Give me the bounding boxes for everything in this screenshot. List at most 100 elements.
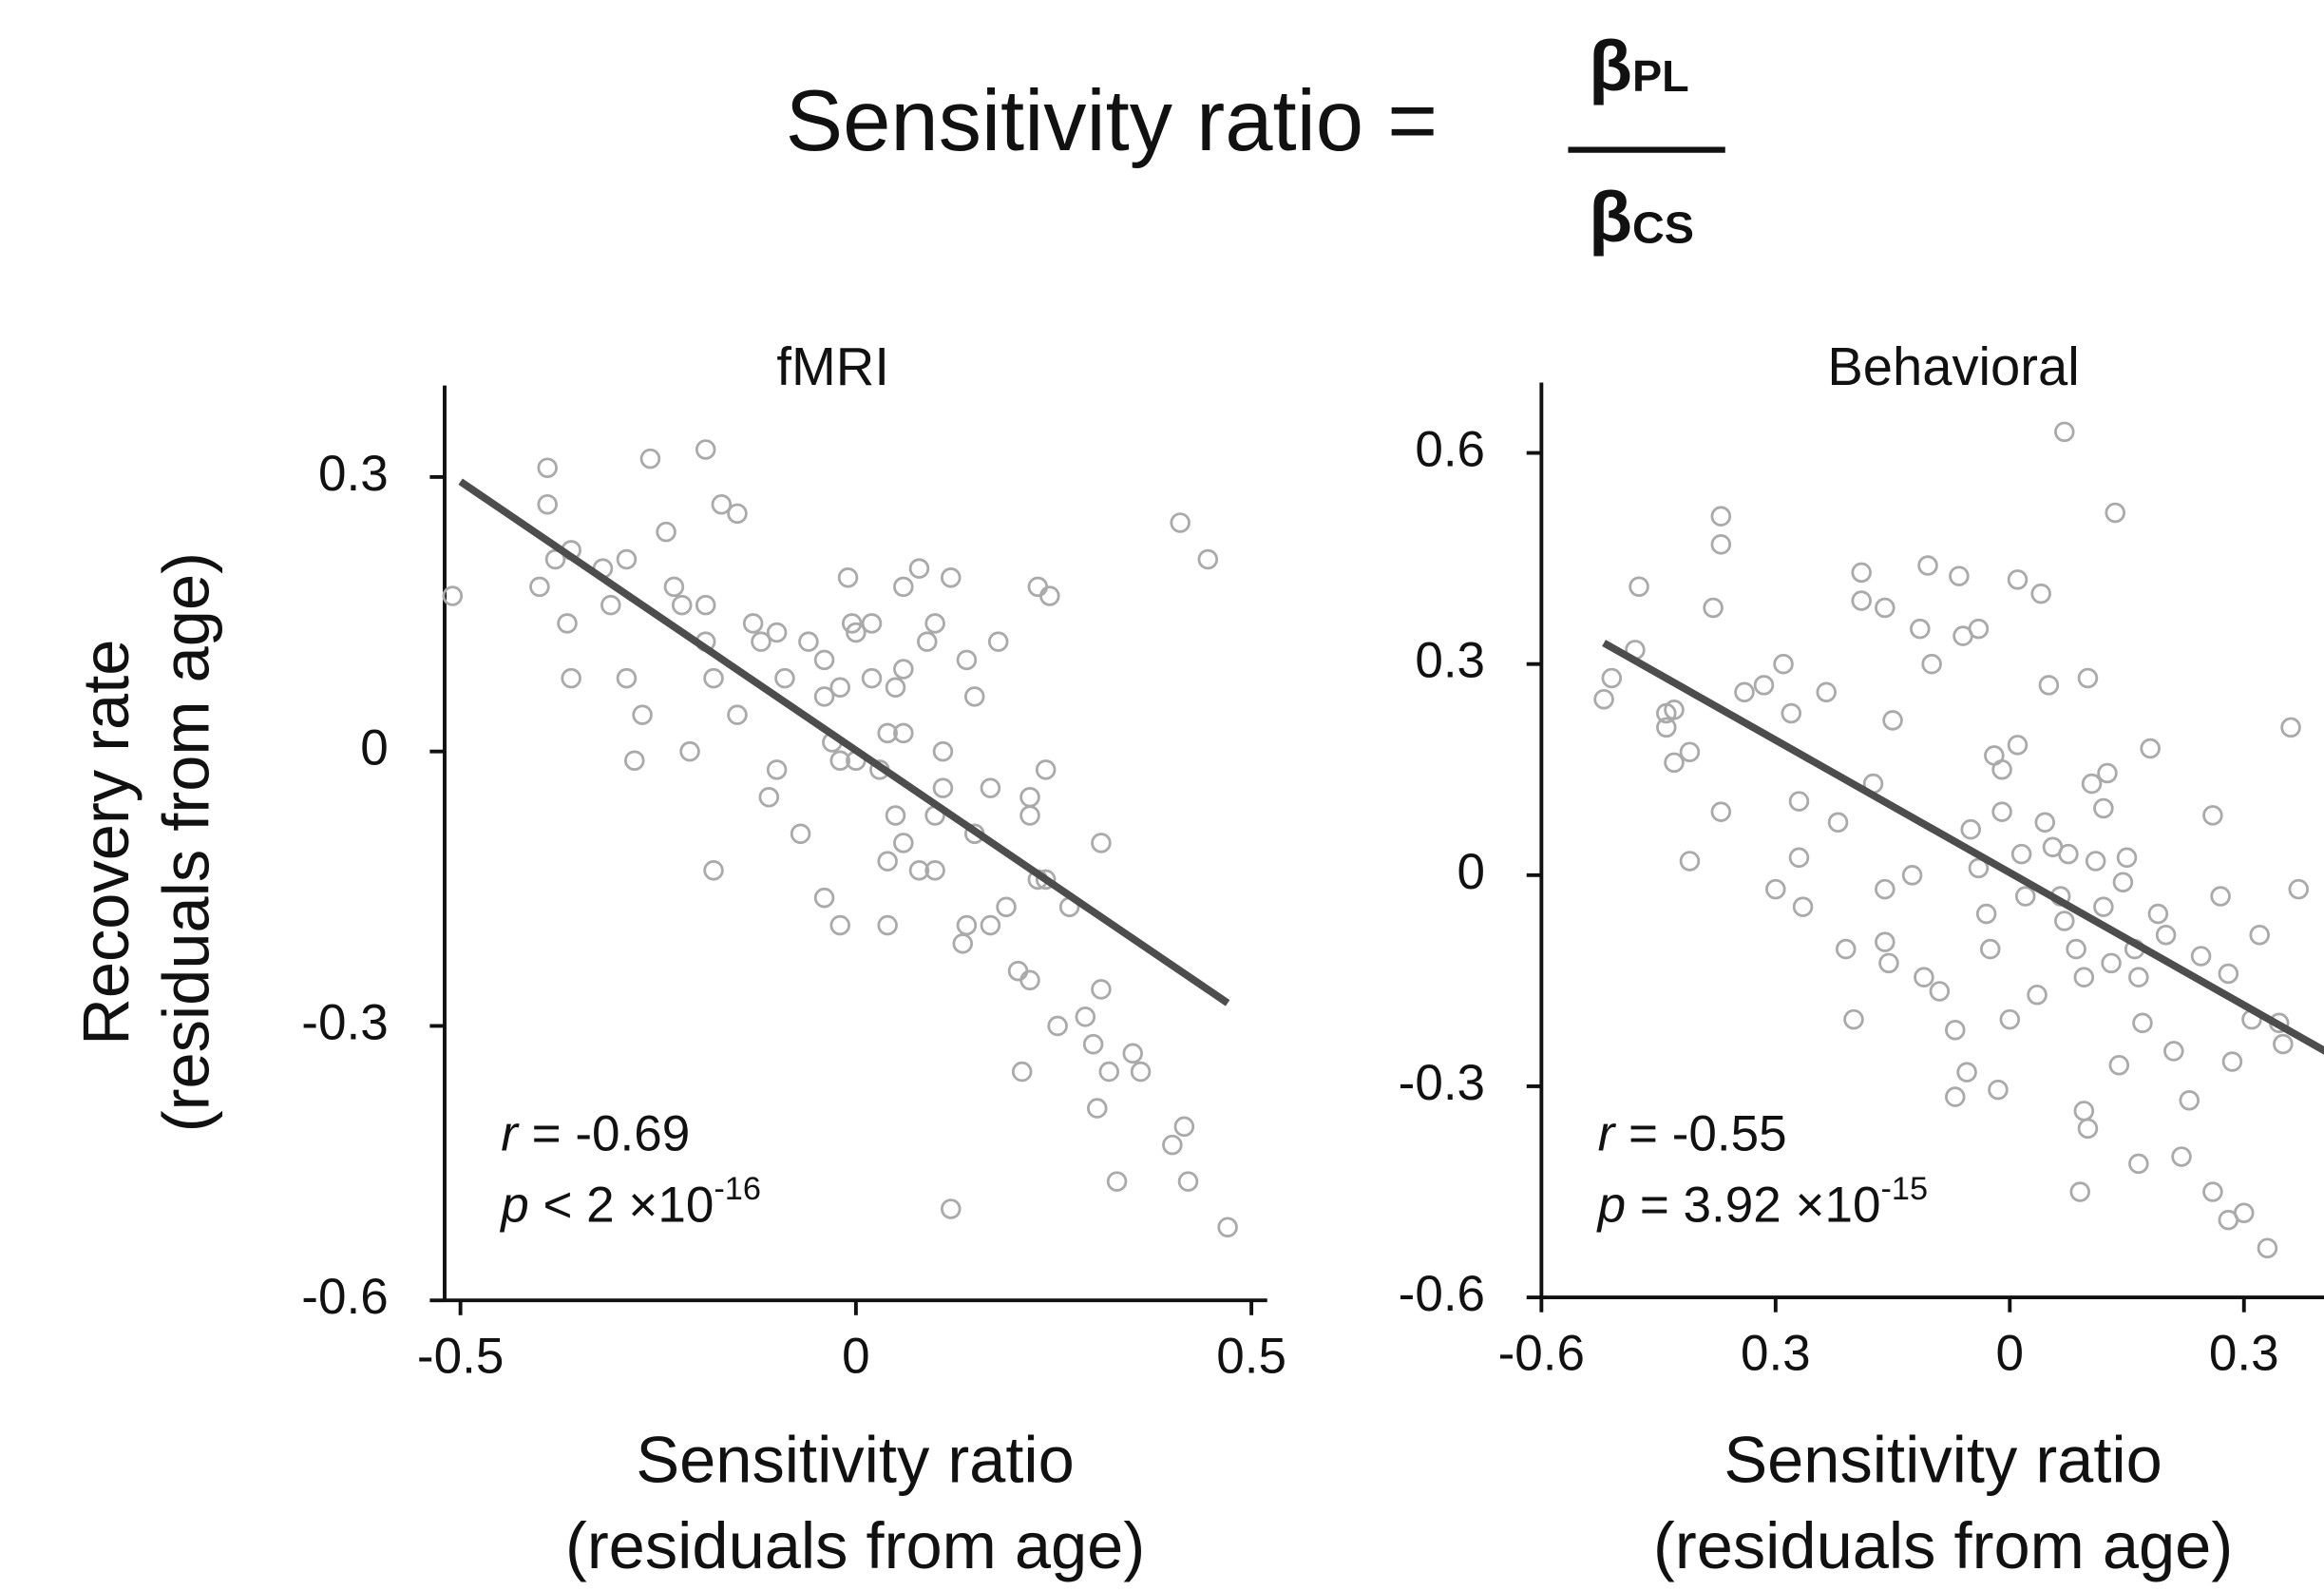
point	[751, 631, 771, 652]
point	[1011, 1061, 1033, 1083]
x-tick-label: 0.3	[2209, 1326, 2279, 1382]
point	[963, 686, 985, 707]
point	[1827, 812, 1849, 834]
point	[1170, 512, 1191, 533]
point	[893, 722, 914, 744]
point	[2218, 963, 2239, 985]
point	[2097, 762, 2118, 784]
point	[987, 631, 1009, 652]
point	[2221, 1051, 2243, 1072]
p-value: = 3.92 ×10	[1626, 1178, 1880, 1234]
point	[1019, 787, 1040, 808]
point	[758, 787, 780, 808]
r-value: = -0.69	[518, 1106, 690, 1162]
point	[561, 667, 581, 689]
point	[798, 631, 819, 652]
point	[1875, 878, 1895, 900]
y-tick-label: 0	[360, 720, 388, 776]
point	[1710, 506, 1732, 527]
point	[2171, 1146, 2192, 1167]
point	[841, 613, 863, 634]
point	[1679, 851, 1701, 872]
point	[829, 677, 850, 699]
point	[790, 823, 811, 845]
point	[1835, 938, 1857, 960]
point	[2163, 1041, 2184, 1062]
point	[2085, 851, 2106, 872]
x-axis-label: (residuals from age)	[565, 1509, 1145, 1582]
point	[2112, 872, 2134, 892]
point	[2066, 938, 2086, 960]
x-tick-label: 0.3	[1741, 1326, 1811, 1382]
point	[2077, 667, 2099, 689]
chart-title: Behavioral	[1827, 336, 2079, 396]
point	[442, 585, 464, 606]
point	[829, 914, 850, 936]
point	[1753, 675, 1775, 696]
point	[2179, 1090, 2200, 1111]
point	[877, 722, 898, 744]
point	[1679, 741, 1701, 763]
y-tick-label: -0.6	[1399, 1266, 1485, 1322]
point	[1019, 805, 1040, 826]
point	[616, 667, 638, 689]
point	[1999, 1008, 2021, 1030]
point	[1901, 865, 1923, 886]
point	[1968, 857, 1990, 879]
point	[829, 750, 850, 772]
point	[2257, 1237, 2278, 1259]
point	[695, 594, 716, 616]
point	[774, 667, 795, 689]
fit-line	[458, 478, 1230, 1006]
point	[996, 896, 1017, 918]
point	[1843, 1008, 1864, 1030]
y-axis-label: Recovery rate	[69, 640, 143, 1045]
point	[1878, 952, 1899, 974]
p-exponent: -15	[1880, 1171, 1928, 1207]
point	[1773, 653, 1794, 675]
point	[2054, 911, 2075, 931]
point	[813, 649, 835, 671]
point	[671, 594, 693, 616]
point	[2073, 1101, 2095, 1121]
point	[1217, 1217, 1238, 1237]
point	[616, 548, 638, 570]
point	[727, 704, 748, 725]
point	[2128, 1153, 2149, 1175]
fit-line	[1602, 640, 2324, 1055]
point	[2108, 1054, 2130, 1076]
point	[952, 933, 974, 954]
point	[2073, 967, 2095, 987]
point	[2093, 896, 2114, 917]
point	[1882, 710, 1903, 731]
annotation-p: p < 2 ×10-16	[499, 1171, 761, 1234]
point	[932, 740, 954, 762]
point	[2140, 738, 2161, 759]
point	[1106, 1171, 1128, 1192]
r-symbol: r	[1598, 1106, 1617, 1162]
point	[1851, 590, 1872, 611]
point	[908, 558, 930, 579]
point	[908, 860, 930, 881]
formula-denominator: βCS	[1589, 177, 1694, 257]
point	[1945, 1086, 1966, 1107]
point	[956, 914, 978, 936]
point	[2007, 735, 2029, 756]
point	[1664, 752, 1685, 774]
point	[1975, 903, 1997, 925]
point	[1047, 1015, 1068, 1037]
point	[537, 457, 558, 479]
point	[537, 494, 558, 515]
point	[1710, 534, 1732, 555]
point	[893, 576, 914, 598]
point	[1734, 681, 1755, 703]
point	[711, 494, 733, 515]
point	[1910, 618, 1931, 640]
point	[656, 521, 676, 543]
point	[2077, 1118, 2099, 1140]
point	[703, 667, 724, 689]
point	[1656, 717, 1677, 738]
beta: β	[1589, 26, 1632, 105]
r-symbol: r	[501, 1106, 520, 1162]
